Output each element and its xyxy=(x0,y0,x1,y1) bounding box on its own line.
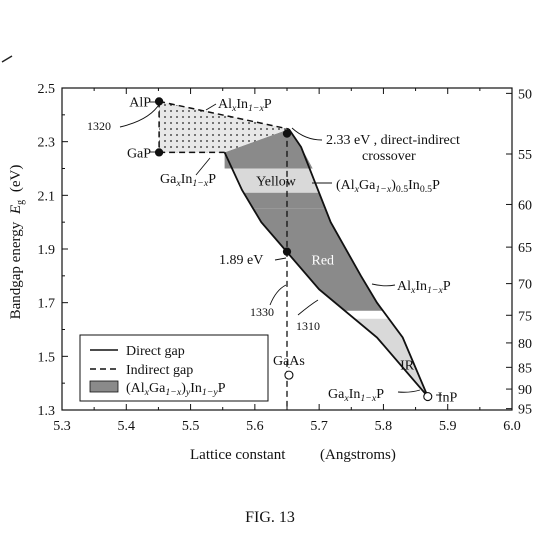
region-label-yellow: Yellow xyxy=(256,175,297,190)
legend-algainp-label: (AlxGa1−x)yIn1−yP xyxy=(126,381,226,398)
formula-labels: AlxIn1−xP GaxIn1−xP AlxIn1−xP GaxIn1−xP (Alx… xyxy=(160,97,451,404)
y-tick-label: 1.5 xyxy=(38,350,56,365)
label-gainp-bottom: GaxIn1−xP xyxy=(328,387,384,404)
label-alinp-top: AlxIn1−xP xyxy=(218,97,272,114)
point-gaas xyxy=(284,370,294,380)
point-crossover xyxy=(282,129,292,138)
label-189ev: 1.89 eV xyxy=(219,253,263,268)
point-label-inp: InP xyxy=(438,391,458,406)
curve-gainp-direct xyxy=(223,152,429,398)
right-tick-label: 85 xyxy=(518,361,532,376)
leader-1320 xyxy=(119,102,161,128)
legend-direct-label: Direct gap xyxy=(126,344,185,359)
point-inp xyxy=(423,392,433,402)
right-tick-label: 50 xyxy=(518,87,532,102)
y-axis-label-group: Bandgap energy Eg (eV) xyxy=(8,165,27,320)
y-tick-label: 2.3 xyxy=(38,136,56,151)
x-ticks: 5.3 5.4 5.5 5.6 5.7 5.8 5.9 6.0 xyxy=(53,88,521,434)
point-1-89-ev xyxy=(282,247,292,256)
region-yellow xyxy=(232,168,320,193)
right-tick-label: 55 xyxy=(518,148,532,163)
y-ticks: 1.3 1.5 1.7 1.9 2.1 2.3 2.5 xyxy=(38,82,68,419)
x-tick-label: 5.7 xyxy=(310,419,328,434)
data-points: AlP GaP GaAs InP xyxy=(127,95,458,405)
stray-mark xyxy=(1,55,13,63)
y-axis-unit: (eV) xyxy=(8,165,24,192)
legend-swatch-label: (AlxGa1−x)yIn1−yP xyxy=(126,381,226,398)
leader-gain-left xyxy=(195,157,211,176)
x-tick-label: 5.8 xyxy=(375,419,393,434)
legend: Direct gap Indirect gap (AlxGa1−x)yIn1−y… xyxy=(79,334,269,402)
region-band xyxy=(243,192,326,209)
y-tick-label: 1.9 xyxy=(38,243,56,258)
curves xyxy=(158,100,429,410)
right-tick-label: 75 xyxy=(518,309,532,324)
y-axis-symbol: E xyxy=(8,205,24,215)
dotted-triangle-region xyxy=(159,101,289,153)
x-tick-label: 5.5 xyxy=(182,419,200,434)
right-tick-label: 90 xyxy=(518,383,532,398)
leader-gain-bottom xyxy=(397,389,421,393)
leader-189 xyxy=(274,257,287,261)
x-tick-label: 5.6 xyxy=(246,419,264,434)
right-tick-label: 60 xyxy=(518,198,532,213)
label-1320: 1320 xyxy=(87,119,111,133)
leader-alin-right xyxy=(371,283,396,287)
leader-lines xyxy=(119,101,442,396)
region-label-red: Red xyxy=(311,254,334,269)
label-algainp: (AlxGa1−x)0.5In0.5P xyxy=(336,178,440,195)
leader-1310 xyxy=(297,299,319,316)
y-tick-label: 1.7 xyxy=(38,297,56,312)
right-tick-label: 70 xyxy=(518,278,532,293)
x-axis-unit: (Angstroms) xyxy=(320,447,396,463)
x-tick-label: 5.9 xyxy=(439,419,457,434)
x-tick-label: 5.4 xyxy=(118,419,136,434)
leader-alin-top xyxy=(205,103,217,111)
x-tick-label: 5.3 xyxy=(53,419,71,434)
point-label-gaas: GaAs xyxy=(273,354,305,369)
crossover-label-line1: 2.33 eV , direct-indirect xyxy=(326,133,460,148)
lattice-triangle xyxy=(159,101,289,153)
right-tick-label: 80 xyxy=(518,337,532,352)
y-axis-symbol-sub: g xyxy=(15,200,26,205)
y-tick-label: 2.5 xyxy=(38,82,56,97)
curve-alinp-indirect xyxy=(158,100,290,130)
label-alinp-right: AlxIn1−xP xyxy=(397,279,451,296)
legend-swatch xyxy=(89,380,119,393)
x-tick-label: 6.0 xyxy=(503,419,521,434)
point-label-gap: GaP xyxy=(127,146,151,161)
right-axis-ticks: 50 55 60 65 70 75 80 85 90 95 xyxy=(506,87,532,418)
legend-indirect-label: Indirect gap xyxy=(126,363,193,378)
label-1330: 1330 xyxy=(250,305,274,319)
region-green-cap xyxy=(224,129,313,169)
svg-text:Bandgap energy Eg: Bandgap energy Eg (eV) xyxy=(8,165,27,320)
label-1310: 1310 xyxy=(296,319,320,333)
curve-alinp-direct xyxy=(288,128,429,397)
region-red xyxy=(253,208,383,311)
leader-1330 xyxy=(269,284,287,306)
y-axis-label: Bandgap energy xyxy=(8,221,24,319)
x-axis-label: Lattice constant xyxy=(190,447,286,463)
point-label-alp: AlP xyxy=(129,95,151,110)
figure-caption: FIG. 13 xyxy=(245,509,295,526)
y-tick-label: 2.1 xyxy=(38,189,56,204)
right-tick-label: 65 xyxy=(518,241,532,256)
label-gainp-left: GaxIn1−xP xyxy=(160,172,216,189)
leader-crossover xyxy=(291,127,323,141)
right-tick-label: 95 xyxy=(518,403,532,418)
y-tick-label: 1.3 xyxy=(38,404,56,419)
crossover-label-line2: crossover xyxy=(362,149,416,164)
